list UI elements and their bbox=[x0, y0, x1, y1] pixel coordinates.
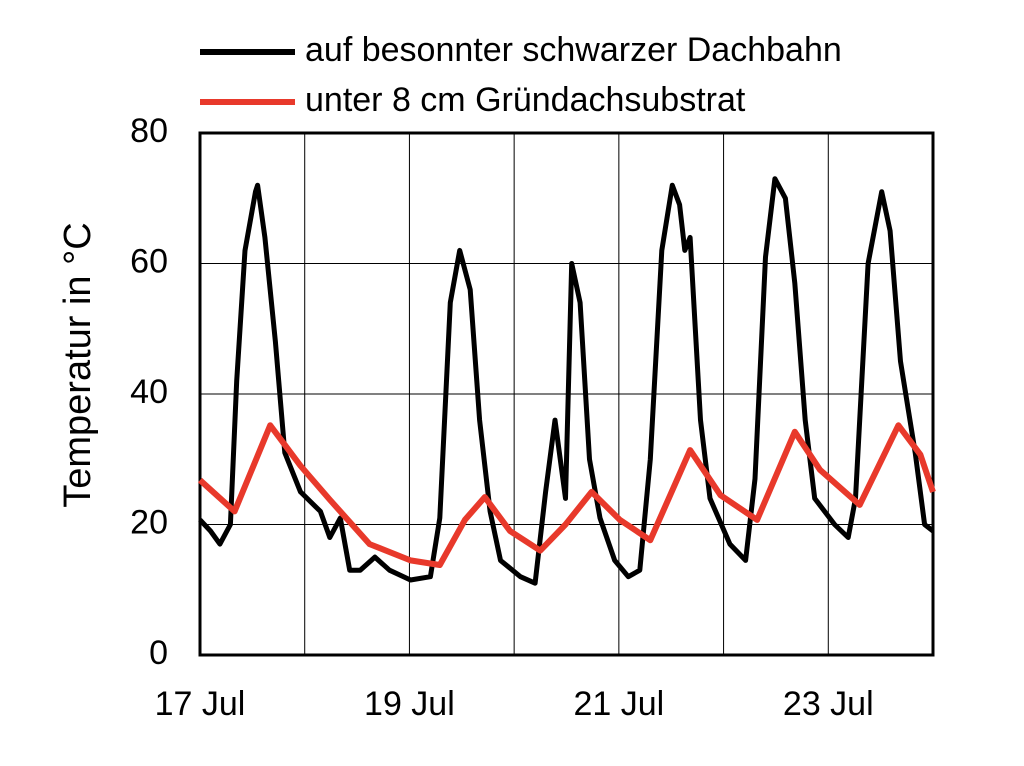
y-tick-label: 20 bbox=[130, 503, 168, 541]
y-tick-label: 80 bbox=[130, 112, 168, 150]
x-tick-label: 17 Jul bbox=[155, 685, 246, 723]
y-tick-label: 40 bbox=[130, 373, 168, 411]
x-tick-label: 19 Jul bbox=[364, 685, 455, 723]
data-line bbox=[197, 422, 936, 568]
y-axis-label: Temperatur in °C bbox=[57, 222, 99, 508]
plot-frame bbox=[198, 131, 935, 657]
y-tick-label: 0 bbox=[149, 634, 168, 672]
legend-label: auf besonnter schwarzer Dachbahn bbox=[305, 31, 842, 69]
y-tick-label: 60 bbox=[130, 242, 168, 280]
x-tick-label: 23 Jul bbox=[783, 685, 874, 723]
data-line bbox=[198, 176, 935, 586]
x-tick-label: 21 Jul bbox=[573, 685, 664, 723]
legend-label: unter 8 cm Gründachsubstrat bbox=[305, 81, 746, 119]
